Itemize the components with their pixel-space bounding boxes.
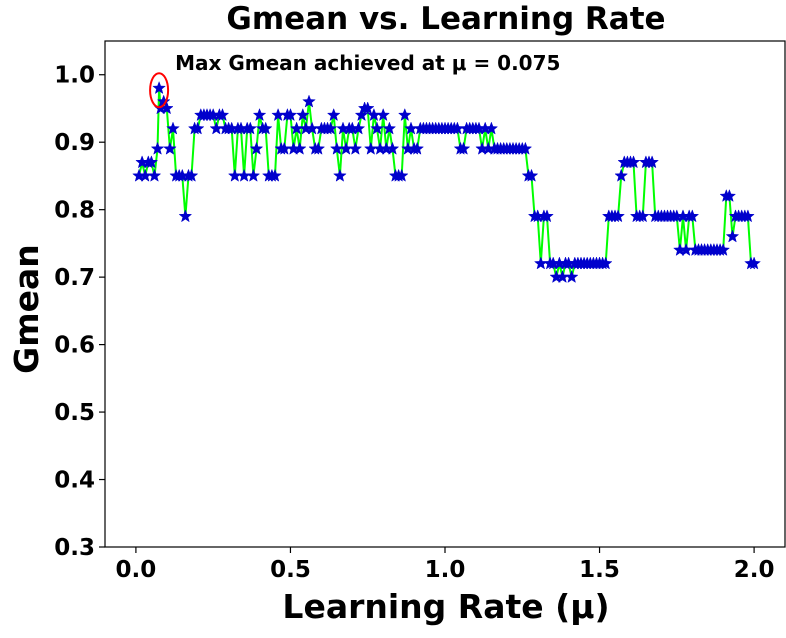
y-axis-label: Gmean [7, 244, 46, 374]
data-point-star [333, 168, 347, 182]
data-point-star [360, 101, 375, 115]
data-point-star [348, 141, 363, 155]
data-point-star [323, 121, 338, 135]
series-layer [132, 80, 761, 283]
y-tick-label: 0.8 [54, 198, 95, 224]
y-tick-label: 0.7 [54, 265, 95, 291]
data-point-star [533, 256, 548, 270]
data-point-star [370, 121, 384, 135]
data-point-star [635, 209, 650, 223]
data-point-star [243, 121, 258, 135]
data-point-star [178, 209, 193, 223]
x-tick-label: 0.0 [116, 557, 157, 583]
data-point-star [564, 269, 579, 283]
data-point-star [252, 108, 267, 122]
data-point-star [184, 168, 199, 182]
max-point-highlight-circle [149, 72, 170, 109]
data-point-star [190, 121, 205, 135]
data-point-star [741, 209, 755, 223]
y-tick-label: 0.6 [54, 333, 95, 359]
data-point-star [611, 209, 625, 223]
data-point-star [246, 168, 261, 182]
data-point-star [152, 80, 166, 95]
data-point-star [237, 168, 251, 182]
data-point-star [685, 209, 700, 223]
x-axis-label: Learning Rate (μ) [282, 587, 609, 626]
data-point-star [385, 141, 400, 155]
data-point-star [363, 141, 378, 155]
data-point-star [302, 94, 316, 108]
chart-title: Gmean vs. Learning Rate [226, 1, 665, 37]
data-point-star [268, 168, 282, 182]
data-point-star [283, 108, 298, 122]
data-point-star [166, 121, 180, 135]
data-point-star [614, 168, 629, 182]
data-point-star [382, 121, 397, 135]
data-point-star [150, 141, 165, 155]
data-point-star [249, 141, 264, 155]
x-tick-label: 2.0 [734, 557, 775, 583]
data-point-star [540, 209, 554, 223]
data-point-star [598, 256, 613, 270]
data-point-star [354, 108, 369, 122]
data-point-star [716, 242, 731, 256]
series-line [138, 87, 755, 279]
x-tick-label: 1.0 [425, 557, 466, 583]
data-point-star [147, 168, 162, 182]
data-point-star [311, 141, 326, 155]
annotation-layer: Max Gmean achieved at μ = 0.075 [149, 51, 560, 109]
y-tick-label: 0.5 [54, 400, 95, 426]
data-point-star [394, 168, 409, 182]
data-point-star [722, 188, 737, 202]
y-tick-label: 0.9 [54, 130, 95, 156]
axes-layer: 0.0 0.5 1.0 1.5 2.0 0.3 0.4 0.5 0.6 0.7 0.8 0.9 1.0 [54, 40, 786, 583]
data-point-star [626, 155, 641, 169]
y-tick-label: 1.0 [54, 63, 95, 89]
y-tick-label: 0.3 [54, 535, 95, 561]
data-point-star [258, 121, 273, 135]
data-point-star [410, 141, 425, 155]
data-point-star [163, 141, 177, 155]
data-point-star [747, 256, 761, 270]
data-point-star [376, 107, 391, 122]
x-tick-label: 1.5 [579, 557, 620, 583]
data-point-star [645, 155, 659, 169]
data-point-star [326, 107, 341, 122]
data-point-star [397, 107, 412, 122]
data-point-star [295, 107, 310, 122]
data-point-star [144, 155, 159, 169]
data-point-star [351, 121, 366, 135]
x-tick-label: 0.5 [270, 557, 311, 583]
data-point-star [227, 168, 242, 182]
data-point-star [484, 121, 499, 135]
data-point-star [292, 141, 307, 155]
max-annotation-text: Max Gmean achieved at μ = 0.075 [175, 51, 560, 75]
data-point-star [215, 108, 230, 122]
data-point-star [518, 141, 533, 155]
data-point-star [725, 229, 740, 243]
data-point-star [524, 168, 539, 182]
data-point-star [209, 121, 224, 135]
data-point-star [456, 141, 471, 155]
y-tick-label: 0.4 [54, 468, 95, 494]
